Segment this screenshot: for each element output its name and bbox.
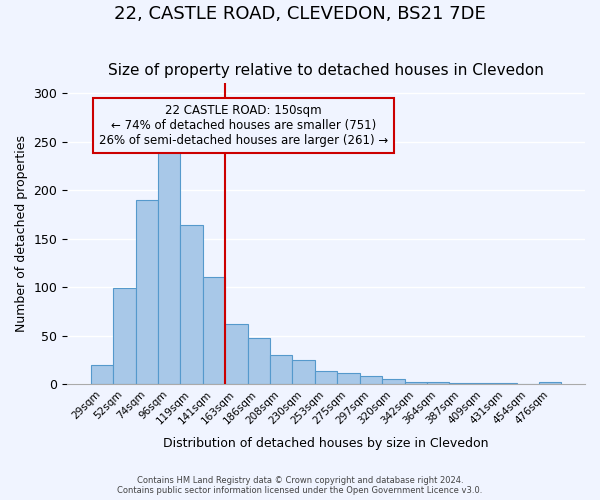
Bar [449, 383, 472, 384]
Bar [91, 365, 113, 384]
Bar [494, 383, 517, 384]
Bar [539, 382, 562, 384]
Bar [404, 382, 427, 384]
Bar [136, 200, 158, 384]
Text: 22, CASTLE ROAD, CLEVEDON, BS21 7DE: 22, CASTLE ROAD, CLEVEDON, BS21 7DE [114, 5, 486, 23]
Bar [113, 288, 136, 384]
Bar [427, 382, 449, 384]
Bar [203, 278, 225, 384]
X-axis label: Distribution of detached houses by size in Clevedon: Distribution of detached houses by size … [163, 437, 489, 450]
Title: Size of property relative to detached houses in Clevedon: Size of property relative to detached ho… [108, 63, 544, 78]
Bar [360, 376, 382, 384]
Bar [270, 355, 292, 384]
Bar [225, 324, 248, 384]
Bar [248, 338, 270, 384]
Bar [292, 360, 315, 384]
Bar [315, 370, 337, 384]
Bar [158, 150, 181, 384]
Bar [181, 225, 203, 384]
Text: Contains HM Land Registry data © Crown copyright and database right 2024.
Contai: Contains HM Land Registry data © Crown c… [118, 476, 482, 495]
Y-axis label: Number of detached properties: Number of detached properties [15, 136, 28, 332]
Bar [337, 374, 360, 384]
Bar [382, 380, 404, 384]
Text: 22 CASTLE ROAD: 150sqm
← 74% of detached houses are smaller (751)
26% of semi-de: 22 CASTLE ROAD: 150sqm ← 74% of detached… [98, 104, 388, 148]
Bar [472, 383, 494, 384]
